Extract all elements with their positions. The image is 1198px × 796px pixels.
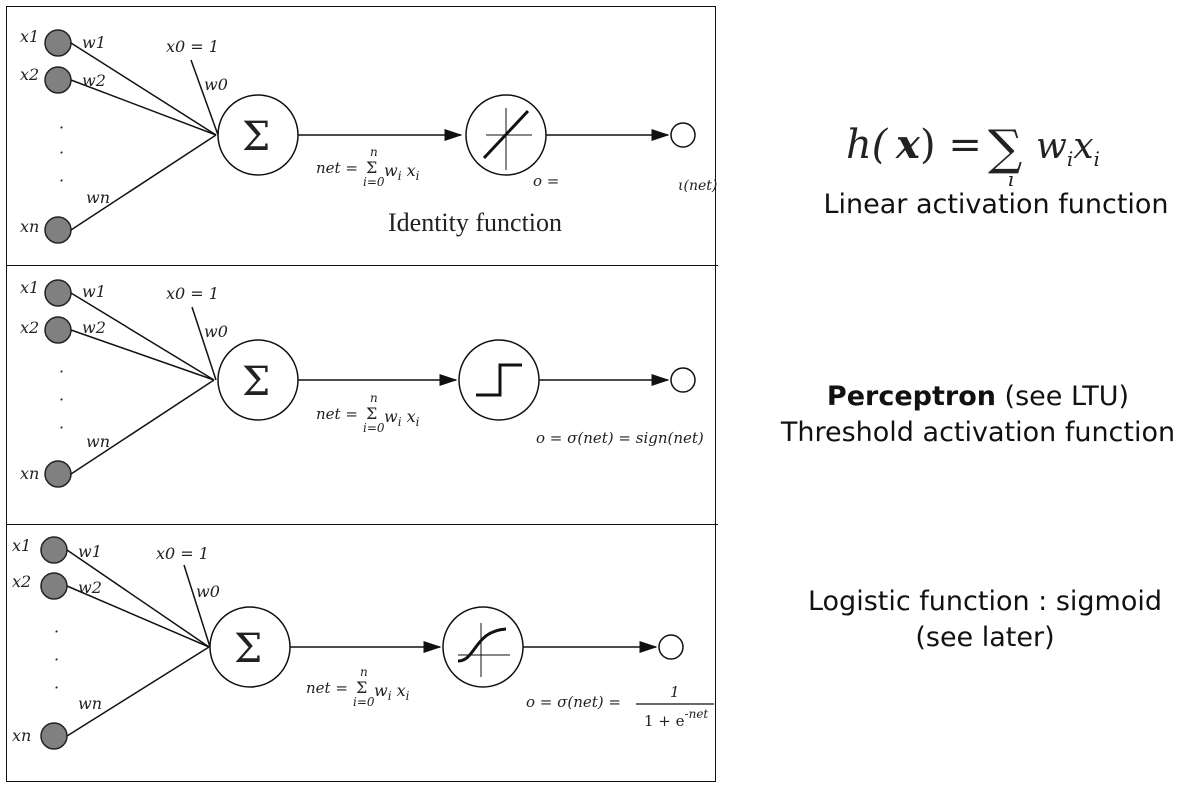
fraction-numerator: 1 [670,683,680,701]
input-node [44,460,72,488]
net-label: net = [306,679,348,697]
input-label: x2 [12,572,31,591]
linear-activation-label: Linear activation function [823,189,1169,220]
input-label: xn [20,217,39,236]
panel-sigmoid: x1 x2 xn · · · w1 w2 wn x0 = 1 w0 Σ net … [12,536,714,750]
input-node [40,572,68,600]
input-node [40,722,68,750]
sigma-symbol: Σ [242,359,270,405]
panel-identity: x1 x2 xn · · · w1 w2 wn x0 = 1 w0 Σ net … [20,27,717,244]
output-label: o = σ(net) = sign(net) [536,429,704,447]
sum-lower: i=0 [363,421,385,435]
formula-terms: wixi [1036,126,1100,171]
bias-weight-label: w0 [196,582,220,601]
weight-label: w1 [78,542,102,561]
sum-upper: n [370,145,378,159]
linear-label-block: Linear activation function [800,188,1192,222]
diagram-frame [6,6,716,782]
input-node [44,316,72,344]
input-label: x1 [12,536,31,555]
sum-upper: n [370,391,378,405]
weight-label: wn [86,188,110,207]
sigmoid-icon [457,623,510,677]
output-rhs: ι(net) [678,178,717,194]
step-icon [476,363,522,397]
input-label: x1 [20,278,39,297]
output-label: o = [533,172,559,190]
sigma-symbol: Σ [242,114,270,160]
net-label: net = [316,159,358,177]
output-node [670,122,696,148]
input-label: xn [20,464,39,483]
fraction-exponent: -net [685,707,709,721]
bias-weight-label: w0 [204,75,228,94]
linear-formula: h( x ) = ∑ i wixi [846,120,1100,188]
panel-divider [6,265,718,266]
net-term: wi xi [374,681,410,703]
logistic-sublabel: (see later) [915,622,1055,653]
output-node [670,367,696,393]
ellipsis: · [59,390,64,409]
sum-upper: n [360,665,368,679]
input-label: xn [12,726,31,745]
perceptron-rest: (see LTU) [995,381,1130,412]
input-node [44,216,72,244]
activation-node [442,606,524,688]
input-node [44,66,72,94]
panel-divider [6,524,718,525]
formula-sum: ∑ [988,120,1022,176]
perceptron-label: Perceptron (see LTU) [760,380,1196,414]
perceptron-block: Perceptron (see LTU) Threshold activatio… [760,380,1196,450]
input-label: x2 [20,318,39,337]
ellipsis: · [59,171,64,190]
sum-sign: Σ [356,678,367,697]
ellipsis: · [59,418,64,437]
perceptron-bold: Perceptron [826,381,996,412]
input-node [44,29,72,57]
panel-caption: Identity function [388,208,562,237]
weight-label: w2 [82,318,106,337]
linear-icon [482,108,532,170]
logistic-label: Logistic function : sigmoid [807,586,1163,617]
sum-sign: Σ [366,158,377,177]
bias-input-label: x0 = 1 [166,284,219,303]
ellipsis: · [54,678,59,697]
net-term: wi xi [384,407,420,429]
output-label: o = σ(net) = [526,693,621,711]
weight-label: w1 [82,33,106,52]
output-node [658,634,684,660]
bias-input-label: x0 = 1 [166,37,219,56]
bias-input-label: x0 = 1 [156,544,209,563]
ellipsis: · [54,650,59,669]
ellipsis: · [54,622,59,641]
weight-label: w1 [82,282,106,301]
formula-sub: i [1008,167,1014,188]
bias-weight-label: w0 [204,322,228,341]
formula-close: ) = [920,122,982,168]
net-label: net = [316,405,358,423]
sigma-symbol: Σ [234,626,262,672]
fraction-denominator: 1 + e-net [644,707,708,730]
formula-x: x [895,121,921,168]
input-node [40,536,68,564]
ellipsis: · [59,118,64,137]
input-node [44,279,72,307]
panel-threshold: x1 x2 xn · · · w1 w2 wn x0 = 1 w0 Σ net … [20,278,704,488]
input-label: x2 [20,65,39,84]
input-label: x1 [20,27,39,46]
logistic-block: Logistic function : sigmoid (see later) [780,585,1190,655]
ellipsis: · [59,362,64,381]
weight-label: wn [86,432,110,451]
threshold-label: Threshold activation function [780,417,1176,448]
sum-lower: i=0 [363,175,385,189]
weight-label: wn [78,694,102,713]
ellipsis: · [59,143,64,162]
net-term: wi xi [384,161,420,183]
weight-label: w2 [78,578,102,597]
sum-lower: i=0 [353,695,375,709]
formula-h: h( [846,122,889,168]
weight-label: w2 [82,71,106,90]
sum-sign: Σ [366,404,377,423]
